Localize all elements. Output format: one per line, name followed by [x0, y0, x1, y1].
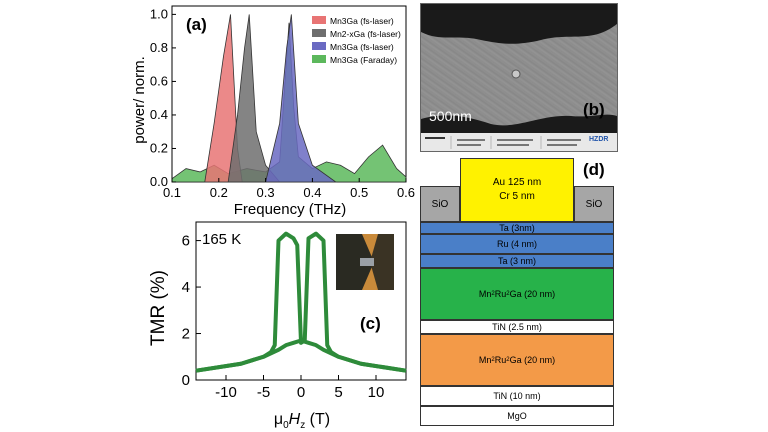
x-tick-label: 0.2	[210, 185, 228, 200]
x-tick-label: 0	[297, 384, 305, 401]
legend-label: Mn2-xGa (fs-laser)	[330, 29, 401, 39]
panel-c-xlabel: μ0Hz (T)	[274, 411, 330, 431]
layer-mrg-top: Mn 2 Ru 2 Ga (20 nm)	[420, 268, 614, 320]
sem-electrodes	[421, 4, 617, 151]
contact-line-au: Au 125 nm	[492, 177, 542, 188]
legend-label: Mn3Ga (fs-laser)	[330, 16, 394, 26]
panel-d-tag: (d)	[583, 160, 605, 179]
layer-mrg-bottom: Mn 2 Ru 2 Ga (20 nm)	[420, 334, 614, 386]
legend-swatch	[312, 16, 326, 24]
panel-a-ylabel: power/ norm.	[131, 56, 148, 144]
sem-scalebar-label: 500nm	[429, 108, 472, 124]
x-tick-label: 0.6	[397, 185, 415, 200]
legend-label: Mn3Ga (fs-laser)	[330, 42, 394, 52]
panel-a-chart: 0.1 0.2 0.3 0.4 0.5 0.6 0.0 0.2 0.4 0.6 0.8 1.0 (a)…	[131, 5, 415, 218]
x-tick-label: -10	[215, 384, 237, 401]
y-tick-label: 0.8	[150, 40, 168, 55]
y-tick-label: 0.0	[150, 174, 168, 189]
y-tick-label: 0	[182, 372, 190, 389]
x-tick-label: 0.1	[163, 185, 181, 200]
x-tick-label: 0.5	[350, 185, 368, 200]
sio-left: SiO	[420, 186, 460, 222]
contact-line-cr: Cr 5 nm	[499, 191, 535, 202]
x-tick-label: 0.4	[303, 185, 321, 200]
panel-a-tag: (a)	[186, 15, 207, 34]
legend-label: Mn3Ga (Faraday)	[330, 55, 397, 65]
chart-a-plot: 0.1 0.2 0.3 0.4 0.5 0.6 0.0 0.2 0.4 0.6 0.8 1.0	[150, 5, 415, 200]
legend-swatch	[312, 55, 326, 63]
y-tick-label: 0.6	[150, 73, 168, 88]
panel-b-tag: (b)	[583, 100, 605, 119]
layer-ta-bottom: Ta (3 nm)	[420, 254, 614, 268]
y-tick-label: 1.0	[150, 6, 168, 21]
device-micrograph-inset	[336, 234, 394, 290]
legend-swatch	[312, 42, 326, 50]
layer-mgo: MgO	[420, 406, 614, 426]
panel-c-chart: -10 -5 0 5 10 0 2 4 6 165 K (c) TMR (%) μ0Hz (T)	[148, 221, 407, 431]
x-tick-label: 5	[334, 384, 342, 401]
sem-image: 500nm (b) HZDR	[420, 3, 618, 152]
panel-a-legend: Mn3Ga (fs-laser) Mn2-xGa (fs-laser) Mn3Ga …	[312, 16, 401, 65]
sio-right: SiO	[574, 186, 614, 222]
y-tick-label: 0.2	[150, 140, 168, 155]
legend-swatch	[312, 29, 326, 37]
panel-c-ylabel: TMR (%)	[148, 270, 169, 346]
layer-tin-thin: TiN (2.5 nm)	[420, 320, 614, 334]
y-tick-label: 2	[182, 326, 190, 343]
panel-c-temp: 165 K	[202, 231, 241, 248]
au-cr-contact: Au 125 nm Cr 5 nm	[460, 158, 574, 222]
x-tick-label: 0.3	[257, 185, 275, 200]
layer-tin-thick: TiN (10 nm)	[420, 386, 614, 406]
y-tick-label: 0.4	[150, 107, 168, 122]
tmr-curve-1	[195, 338, 407, 373]
series-area-2	[265, 14, 338, 183]
layer-ta-top: Ta (3nm)	[420, 222, 614, 234]
panel-a-xlabel: Frequency (THz)	[234, 201, 347, 218]
x-tick-label: 10	[368, 384, 385, 401]
x-tick-label: -5	[257, 384, 270, 401]
y-tick-label: 4	[182, 279, 190, 296]
layer-ru: Ru (4 nm)	[420, 234, 614, 254]
y-tick-label: 6	[182, 233, 190, 250]
hzdr-logo: HZDR	[589, 136, 609, 143]
panel-c-tag: (c)	[360, 314, 381, 333]
